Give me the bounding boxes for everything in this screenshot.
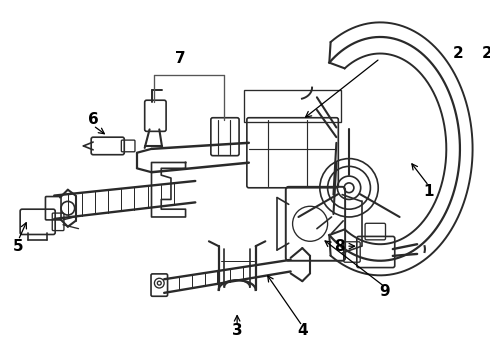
Text: 5: 5	[13, 239, 24, 254]
Text: 4: 4	[297, 323, 308, 338]
Text: 8: 8	[334, 239, 344, 254]
Text: 9: 9	[380, 284, 391, 300]
Text: 2: 2	[482, 46, 490, 61]
Text: 2: 2	[453, 46, 464, 61]
Text: 3: 3	[232, 323, 243, 338]
Text: 1: 1	[423, 184, 434, 199]
Text: 6: 6	[88, 112, 98, 127]
Bar	[244, 90, 341, 122]
Text: 7: 7	[175, 51, 186, 66]
